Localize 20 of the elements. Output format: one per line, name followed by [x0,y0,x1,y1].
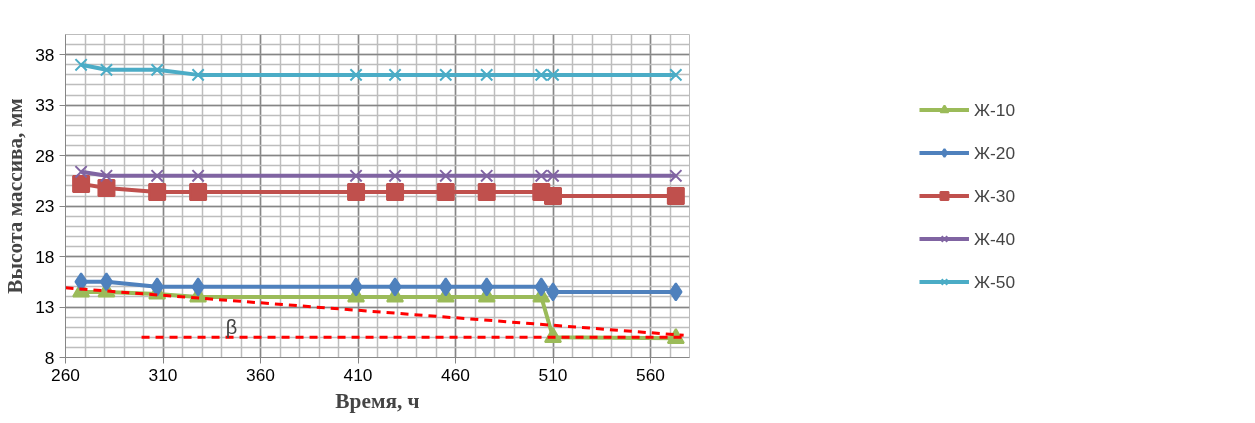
legend-label: Ж-50 [973,271,1016,292]
x-tick-label: 510 [538,364,568,385]
y-tick-label: 18 [35,246,55,267]
x-tick-label: 560 [636,364,665,385]
y-tick-label: 28 [35,145,55,166]
x-tick-label: 460 [441,364,470,385]
legend-label: Ж-10 [973,99,1016,120]
y-tick-label: 13 [35,297,55,318]
y-tick-label: 23 [35,196,55,217]
x-tick-label: 310 [148,364,178,385]
y-tick-label: 33 [35,95,55,116]
y-tick-label: 38 [35,44,55,65]
legend-label: Ж-30 [973,185,1016,206]
y-axis-title: Высота массива, мм [3,98,28,294]
x-tick-label: 410 [343,364,373,385]
legend-label: Ж-20 [973,142,1016,163]
x-axis-title: Время, ч [335,388,420,413]
legend-label: Ж-40 [973,228,1016,249]
annotation: β [225,315,238,338]
x-tick-label: 360 [246,364,275,385]
